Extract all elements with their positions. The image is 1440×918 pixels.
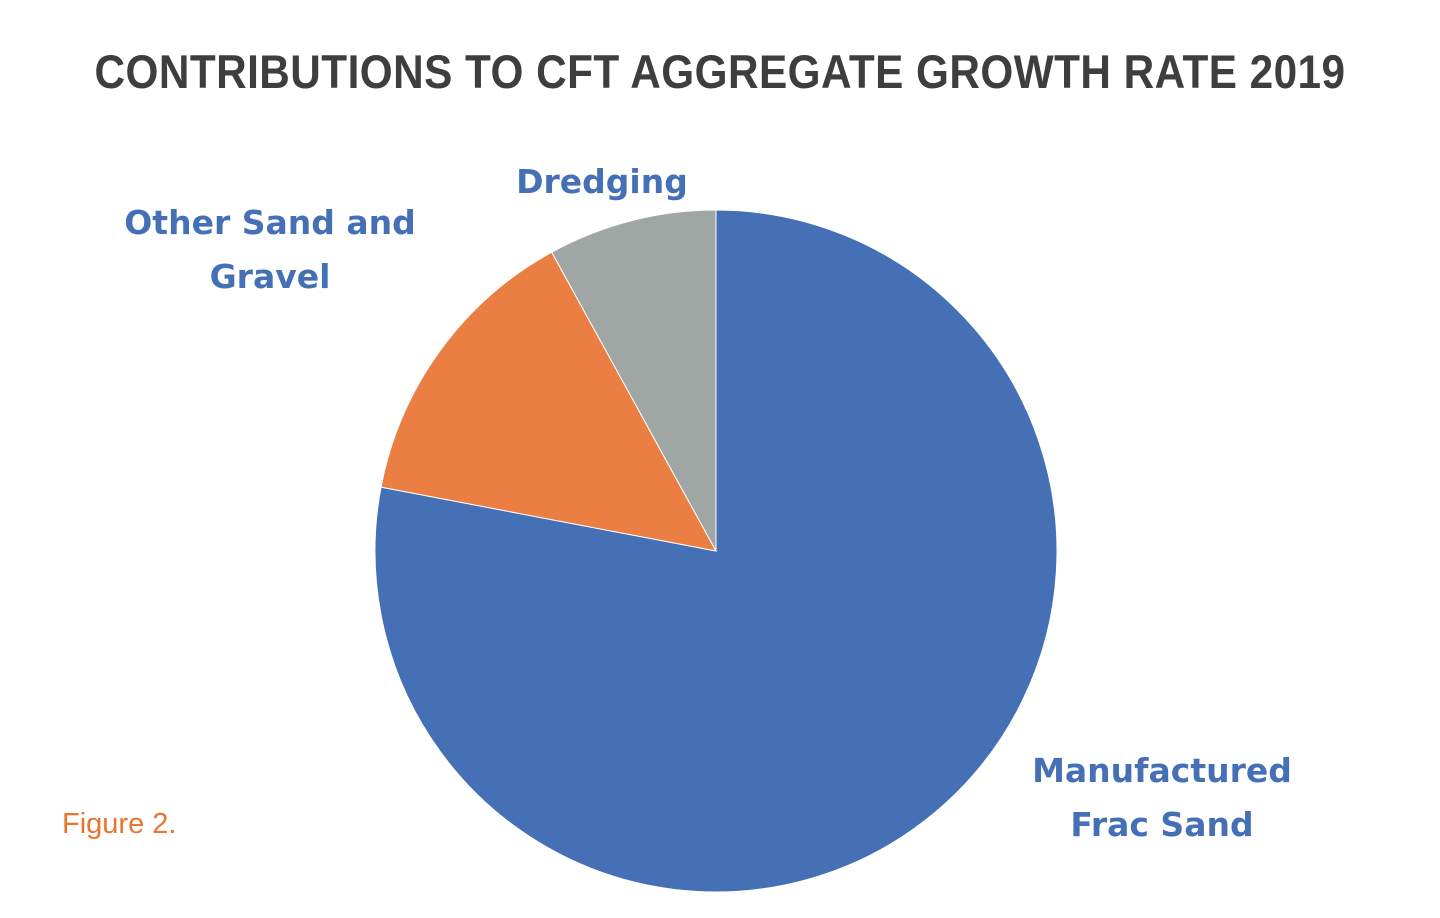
- pie-slice-dredging: [551, 209, 717, 552]
- pie-slices: [374, 209, 1058, 893]
- figure-caption: Figure 2.: [62, 808, 177, 840]
- slice-label-other-line-1: Other Sand and: [124, 203, 416, 242]
- slice-label-dredging: Dredging: [502, 155, 702, 209]
- pie-slice-other-sand-and-gravel: [380, 251, 717, 552]
- slice-label-dredging-line-1: Dredging: [516, 162, 688, 201]
- chart-title: CONTRIBUTIONS TO CFT AGGREGATE GROWTH RA…: [94, 45, 1346, 98]
- slice-label-frac-line-1: Manufactured: [1032, 751, 1292, 790]
- slice-label-manufactured-frac-sand: Manufactured Frac Sand: [1012, 744, 1312, 852]
- slice-label-frac-line-2: Frac Sand: [1070, 805, 1254, 844]
- slice-label-other-line-2: Gravel: [209, 257, 331, 296]
- slice-label-other-sand-and-gravel: Other Sand and Gravel: [110, 196, 430, 304]
